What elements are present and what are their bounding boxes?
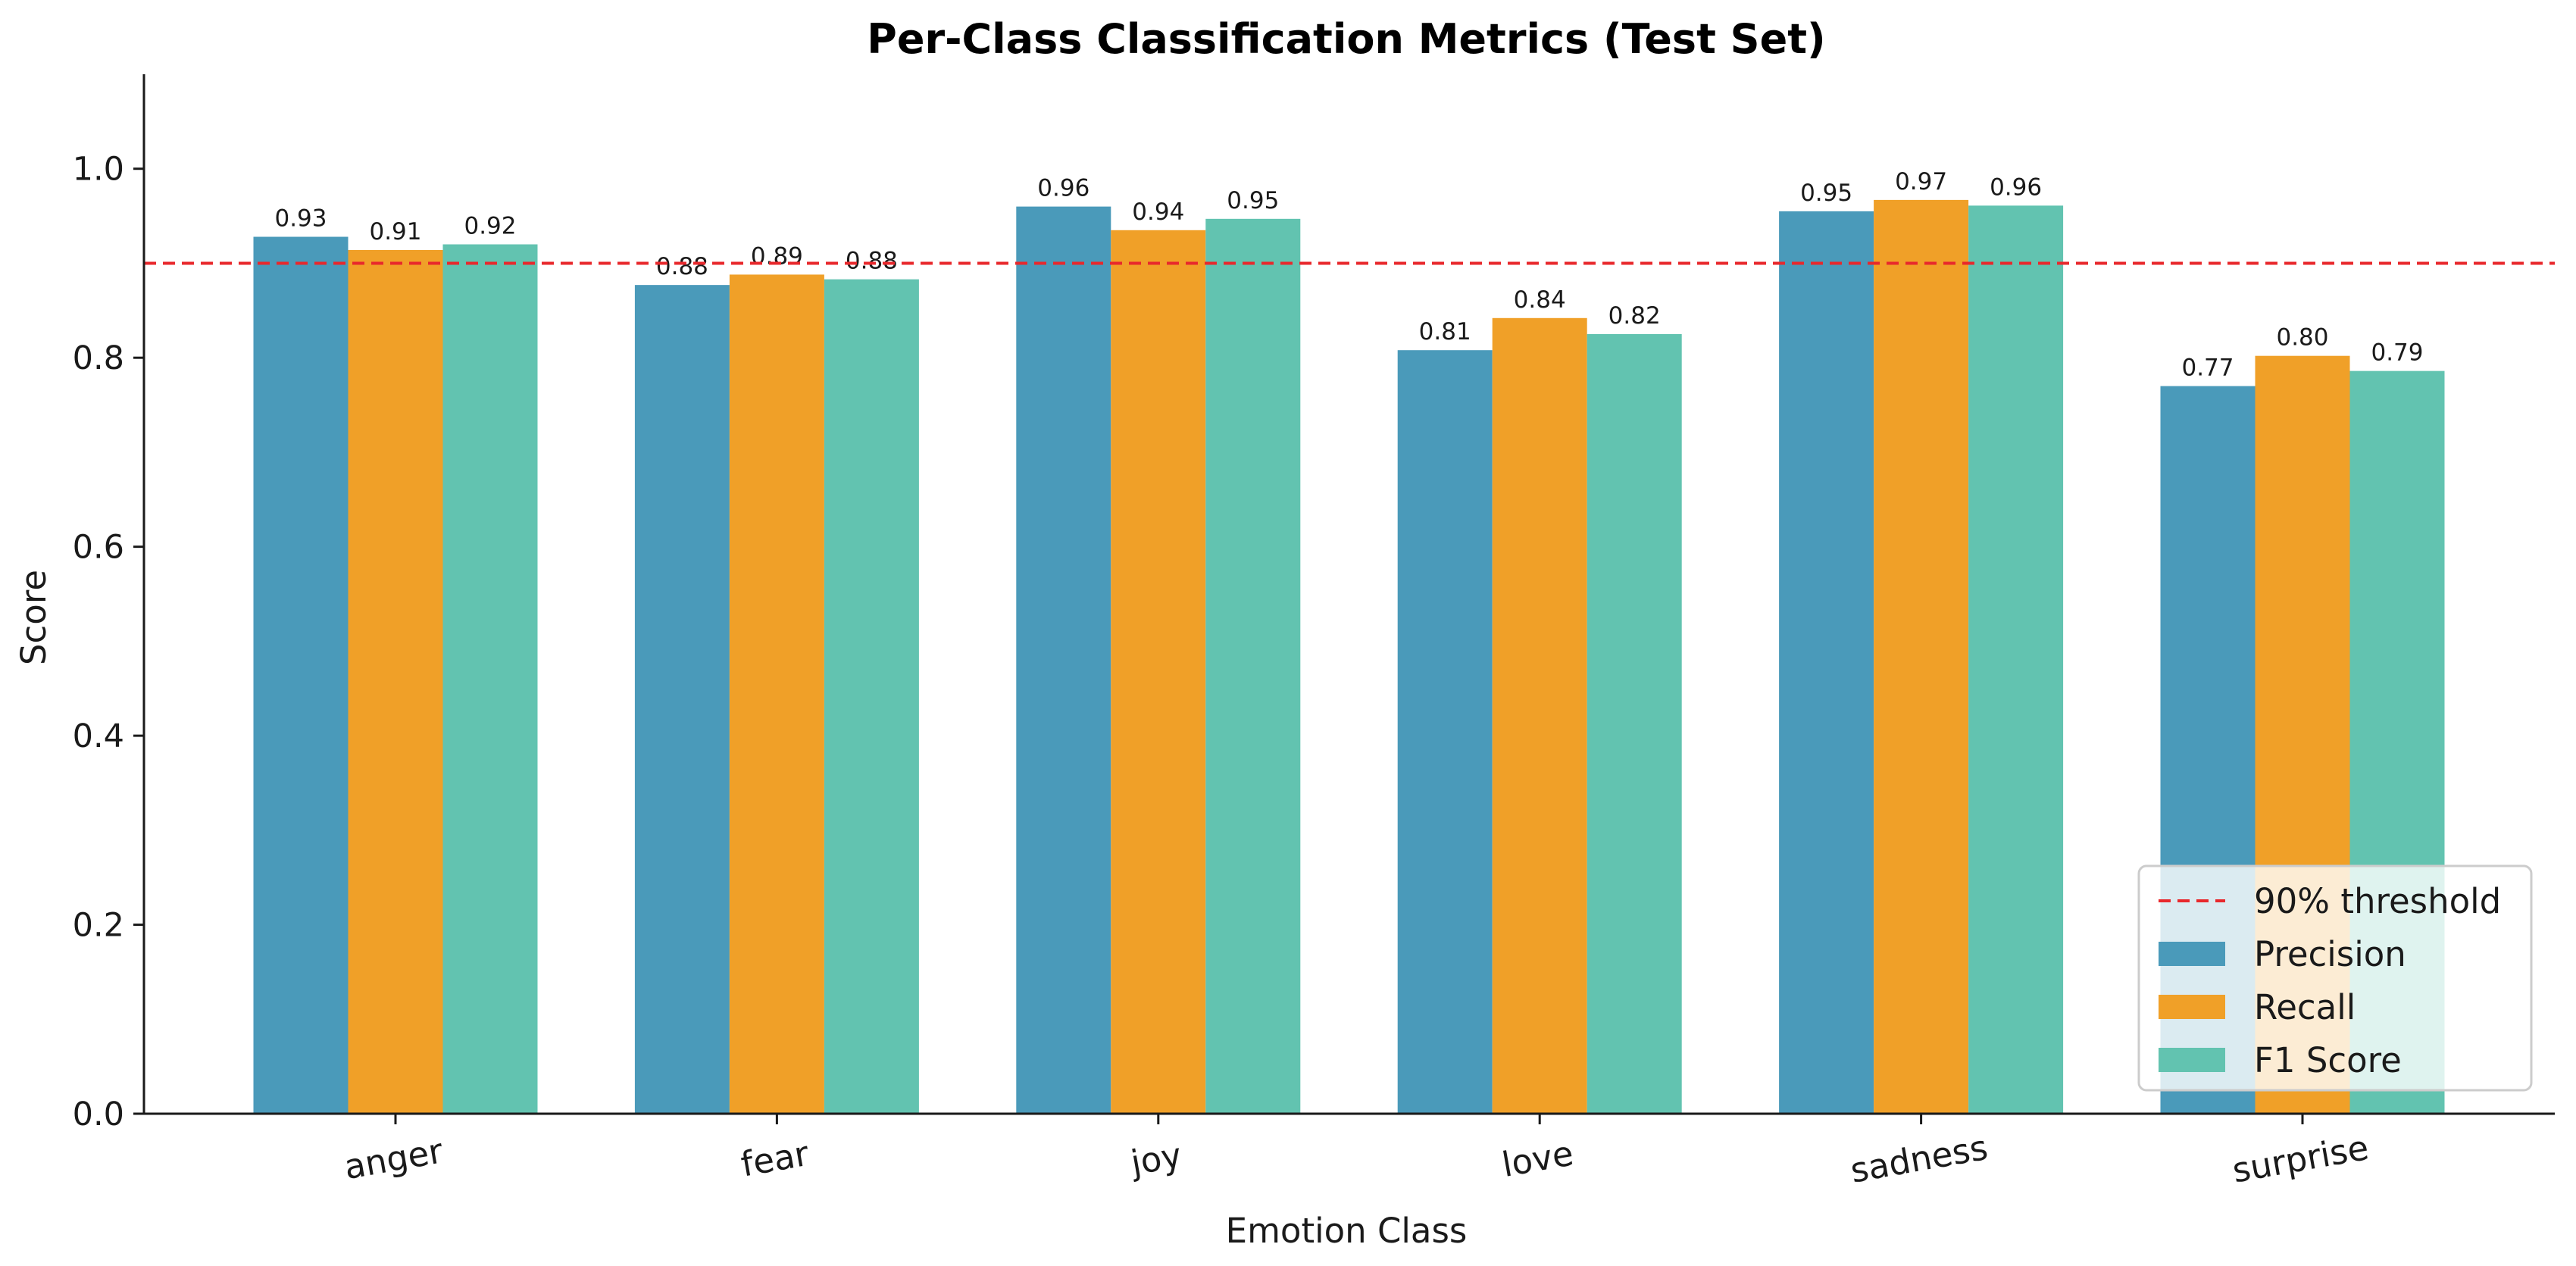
value-label-surprise-recall: 0.80 <box>2276 324 2328 352</box>
value-label-anger-recall: 0.91 <box>369 218 421 245</box>
legend-frame <box>2137 864 2533 1092</box>
bar-fear-recall <box>729 274 824 1114</box>
legend-label-f1-score: F1 Score <box>2254 1040 2402 1080</box>
legend-label-precision: Precision <box>2254 934 2406 974</box>
bar-anger-precision <box>253 236 349 1114</box>
legend-swatch-precision <box>2159 942 2225 966</box>
value-label-fear-precision: 0.88 <box>656 253 708 280</box>
x-tick-label-anger: anger <box>341 1130 446 1187</box>
y-tick-label-0.2: 0.2 <box>73 907 124 945</box>
legend-label-threshold: 90% threshold <box>2254 881 2501 921</box>
legend-swatch-recall <box>2159 995 2225 1019</box>
y-axis-label: Score <box>14 570 54 665</box>
bar-love-precision <box>1397 350 1493 1114</box>
legend-swatch-f1-score <box>2159 1048 2225 1072</box>
value-label-love-precision: 0.81 <box>1419 318 1471 345</box>
y-tick-label-0.8: 0.8 <box>73 339 124 377</box>
value-label-love-recall: 0.84 <box>1514 286 1566 314</box>
value-label-love-f1-score: 0.82 <box>1608 302 1661 330</box>
value-label-surprise-f1-score: 0.79 <box>2371 339 2423 367</box>
chart-title: Per-Class Classification Metrics (Test S… <box>867 15 1825 63</box>
x-axis-label: Emotion Class <box>1226 1211 1468 1251</box>
y-tick-label-1.0: 1.0 <box>73 151 124 189</box>
plot-area: 0.93 0.91 0.92 anger 0.88 0.89 0.88 fear 0.96 0.9… <box>73 74 2555 1191</box>
bar-joy-recall <box>1111 230 1206 1114</box>
x-tick-label-joy: joy <box>1127 1135 1185 1183</box>
value-label-fear-f1-score: 0.88 <box>846 248 898 275</box>
value-label-joy-precision: 0.96 <box>1037 175 1089 202</box>
bar-sadness-f1-score <box>1968 205 2064 1114</box>
value-label-fear-recall: 0.89 <box>751 242 803 270</box>
x-tick-label-sadness: sadness <box>1847 1127 1990 1191</box>
x-tick-label-love: love <box>1499 1133 1576 1185</box>
legend-label-recall: Recall <box>2254 987 2356 1027</box>
bar-fear-f1-score <box>824 279 919 1114</box>
value-label-sadness-precision: 0.95 <box>1800 180 1852 207</box>
y-tick-label-0.0: 0.0 <box>73 1096 124 1133</box>
y-tick-label-0.6: 0.6 <box>73 529 124 567</box>
value-label-anger-precision: 0.93 <box>274 205 327 233</box>
bar-love-f1-score <box>1587 334 1682 1114</box>
bar-joy-f1-score <box>1205 218 1301 1114</box>
x-tick-label-surprise: surprise <box>2229 1127 2371 1191</box>
value-label-joy-f1-score: 0.95 <box>1227 187 1279 214</box>
bar-sadness-recall <box>1874 199 1969 1114</box>
bar-anger-recall <box>348 249 443 1114</box>
value-label-anger-f1-score: 0.92 <box>464 213 516 240</box>
value-label-sadness-recall: 0.97 <box>1895 168 1947 195</box>
value-label-sadness-f1-score: 0.96 <box>1990 173 2042 201</box>
bar-fear-precision <box>634 285 730 1114</box>
legend: 90% threshold Precision Recall F1 Score <box>2137 864 2533 1092</box>
bar-sadness-precision <box>1779 211 1874 1114</box>
x-tick-label-fear: fear <box>738 1133 812 1185</box>
bar-anger-f1-score <box>442 244 538 1114</box>
bar-joy-precision <box>1016 206 1111 1114</box>
bar-love-recall <box>1492 317 1587 1114</box>
value-label-surprise-precision: 0.77 <box>2181 355 2234 382</box>
y-tick-label-0.4: 0.4 <box>73 717 124 755</box>
value-label-joy-recall: 0.94 <box>1132 198 1184 226</box>
